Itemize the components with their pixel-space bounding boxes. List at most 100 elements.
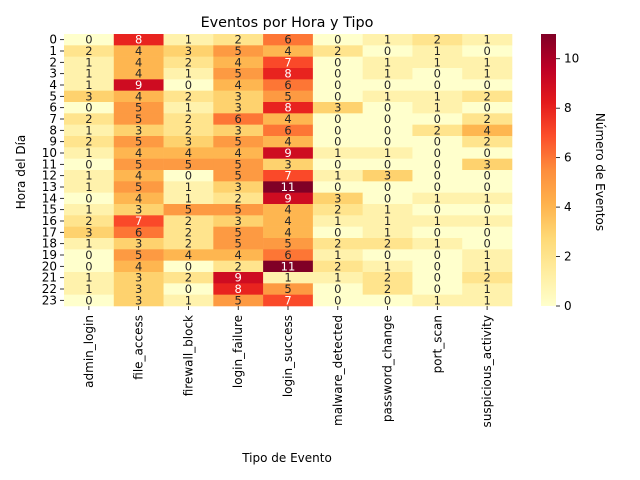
cell-value-label: 0 <box>85 191 92 205</box>
heatmap-cell <box>113 170 164 182</box>
cell-value-label: 2 <box>483 89 490 103</box>
cell-value-label: 0 <box>434 180 441 194</box>
x-tick-label: password_change <box>381 315 395 422</box>
heatmap-cell <box>213 68 264 80</box>
cell-value-label: 0 <box>334 157 341 171</box>
heatmap-cell <box>213 158 264 171</box>
cell-value-label: 0 <box>434 78 441 92</box>
heatmap-cell <box>64 34 115 46</box>
cell-value-label: 9 <box>235 271 242 285</box>
y-tick-label: 6 <box>49 101 57 115</box>
heatmap-cell <box>312 260 363 273</box>
heatmap-cell <box>163 34 214 46</box>
heatmap-cell <box>213 136 264 148</box>
cell-value-label: 4 <box>235 146 242 160</box>
cell-value-label: 5 <box>135 135 142 149</box>
cell-value-label: 1 <box>85 271 92 285</box>
heatmap-cell <box>362 136 413 148</box>
y-tick-label: 9 <box>49 135 57 149</box>
heatmap-cell <box>412 260 463 273</box>
heatmap-cell <box>312 136 363 148</box>
cell-value-label: 2 <box>483 135 490 149</box>
heatmap-cell <box>362 45 413 57</box>
heatmap-cell <box>462 181 513 193</box>
heatmap-cell <box>312 226 363 239</box>
cell-value-label: 1 <box>483 214 490 228</box>
heatmap-cell <box>312 113 363 125</box>
heatmap-cell <box>412 226 463 239</box>
heatmap-cell <box>412 90 463 103</box>
heatmap-cell <box>213 102 264 114</box>
cell-value-label: 8 <box>235 282 242 296</box>
heatmap-cell <box>362 170 413 182</box>
cell-value-label: 0 <box>483 180 490 194</box>
heatmap-cell <box>462 260 513 273</box>
heatmap-cell <box>462 113 513 125</box>
heatmap-cell <box>362 238 413 250</box>
heatmap-cell <box>412 102 463 114</box>
cell-value-label: 3 <box>334 101 341 115</box>
cell-value-label: 0 <box>384 191 391 205</box>
heatmap-cell <box>64 79 115 91</box>
heatmap-cell <box>362 68 413 80</box>
cell-value-label: 3 <box>235 180 242 194</box>
cell-value-label: 4 <box>284 135 291 149</box>
colorbar-tick-label: 8 <box>564 101 572 115</box>
heatmap-cell <box>362 192 413 205</box>
heatmap-cell <box>113 158 164 171</box>
heatmap-cell <box>362 158 413 171</box>
cell-value-label: 1 <box>434 237 441 251</box>
heatmap-cell <box>163 283 214 295</box>
heatmap-cell <box>213 192 264 205</box>
heatmap-cell <box>64 260 115 273</box>
heatmap-cell <box>312 170 363 182</box>
cell-value-label: 0 <box>434 169 441 183</box>
y-tick-label: 5 <box>49 89 57 103</box>
cell-value-label: 3 <box>235 89 242 103</box>
heatmap-cell <box>163 45 214 57</box>
cell-value-label: 9 <box>284 146 291 160</box>
heatmap-cell <box>362 260 413 273</box>
cell-value-label: 0 <box>434 67 441 81</box>
cell-value-label: 0 <box>384 180 391 194</box>
cell-value-label: 3 <box>185 44 192 58</box>
heatmap-cell <box>163 113 214 125</box>
cell-value-label: 0 <box>483 169 490 183</box>
heatmap-cell <box>263 215 314 227</box>
cell-value-label: 4 <box>135 89 142 103</box>
cell-value-label: 1 <box>384 67 391 81</box>
cell-value-label: 5 <box>235 44 242 58</box>
cell-value-label: 5 <box>135 180 142 194</box>
heatmap-cell <box>362 34 413 46</box>
heatmap-cell <box>213 272 264 284</box>
heatmap-cell <box>64 170 115 182</box>
heatmap-cell <box>213 113 264 125</box>
heatmap-cell <box>263 56 314 69</box>
heatmap-cell <box>362 226 413 239</box>
cell-value-label: 4 <box>284 203 291 217</box>
cell-value-label: 3 <box>334 191 341 205</box>
cell-value-label: 0 <box>384 78 391 92</box>
cell-value-label: 1 <box>85 237 92 251</box>
heatmap-cell <box>163 192 214 205</box>
cell-value-label: 2 <box>185 89 192 103</box>
cell-value-label: 0 <box>334 180 341 194</box>
heatmap-cell <box>64 113 115 125</box>
cell-value-label: 1 <box>185 191 192 205</box>
heatmap-cell <box>263 90 314 103</box>
cell-value-label: 0 <box>483 225 490 239</box>
heatmap-cell <box>113 260 164 273</box>
heatmap-cell <box>64 102 115 114</box>
heatmap-cell <box>163 102 214 114</box>
y-tick-label: 12 <box>42 169 57 183</box>
heatmap-cell <box>312 45 363 57</box>
heatmap-cell <box>113 124 164 137</box>
heatmap-cell <box>163 170 214 182</box>
cell-value-label: 1 <box>434 55 441 69</box>
heatmap-cell <box>213 238 264 250</box>
heatmap-cell <box>312 90 363 103</box>
cell-value-label: 1 <box>384 214 391 228</box>
heatmap-cell <box>113 136 164 148</box>
